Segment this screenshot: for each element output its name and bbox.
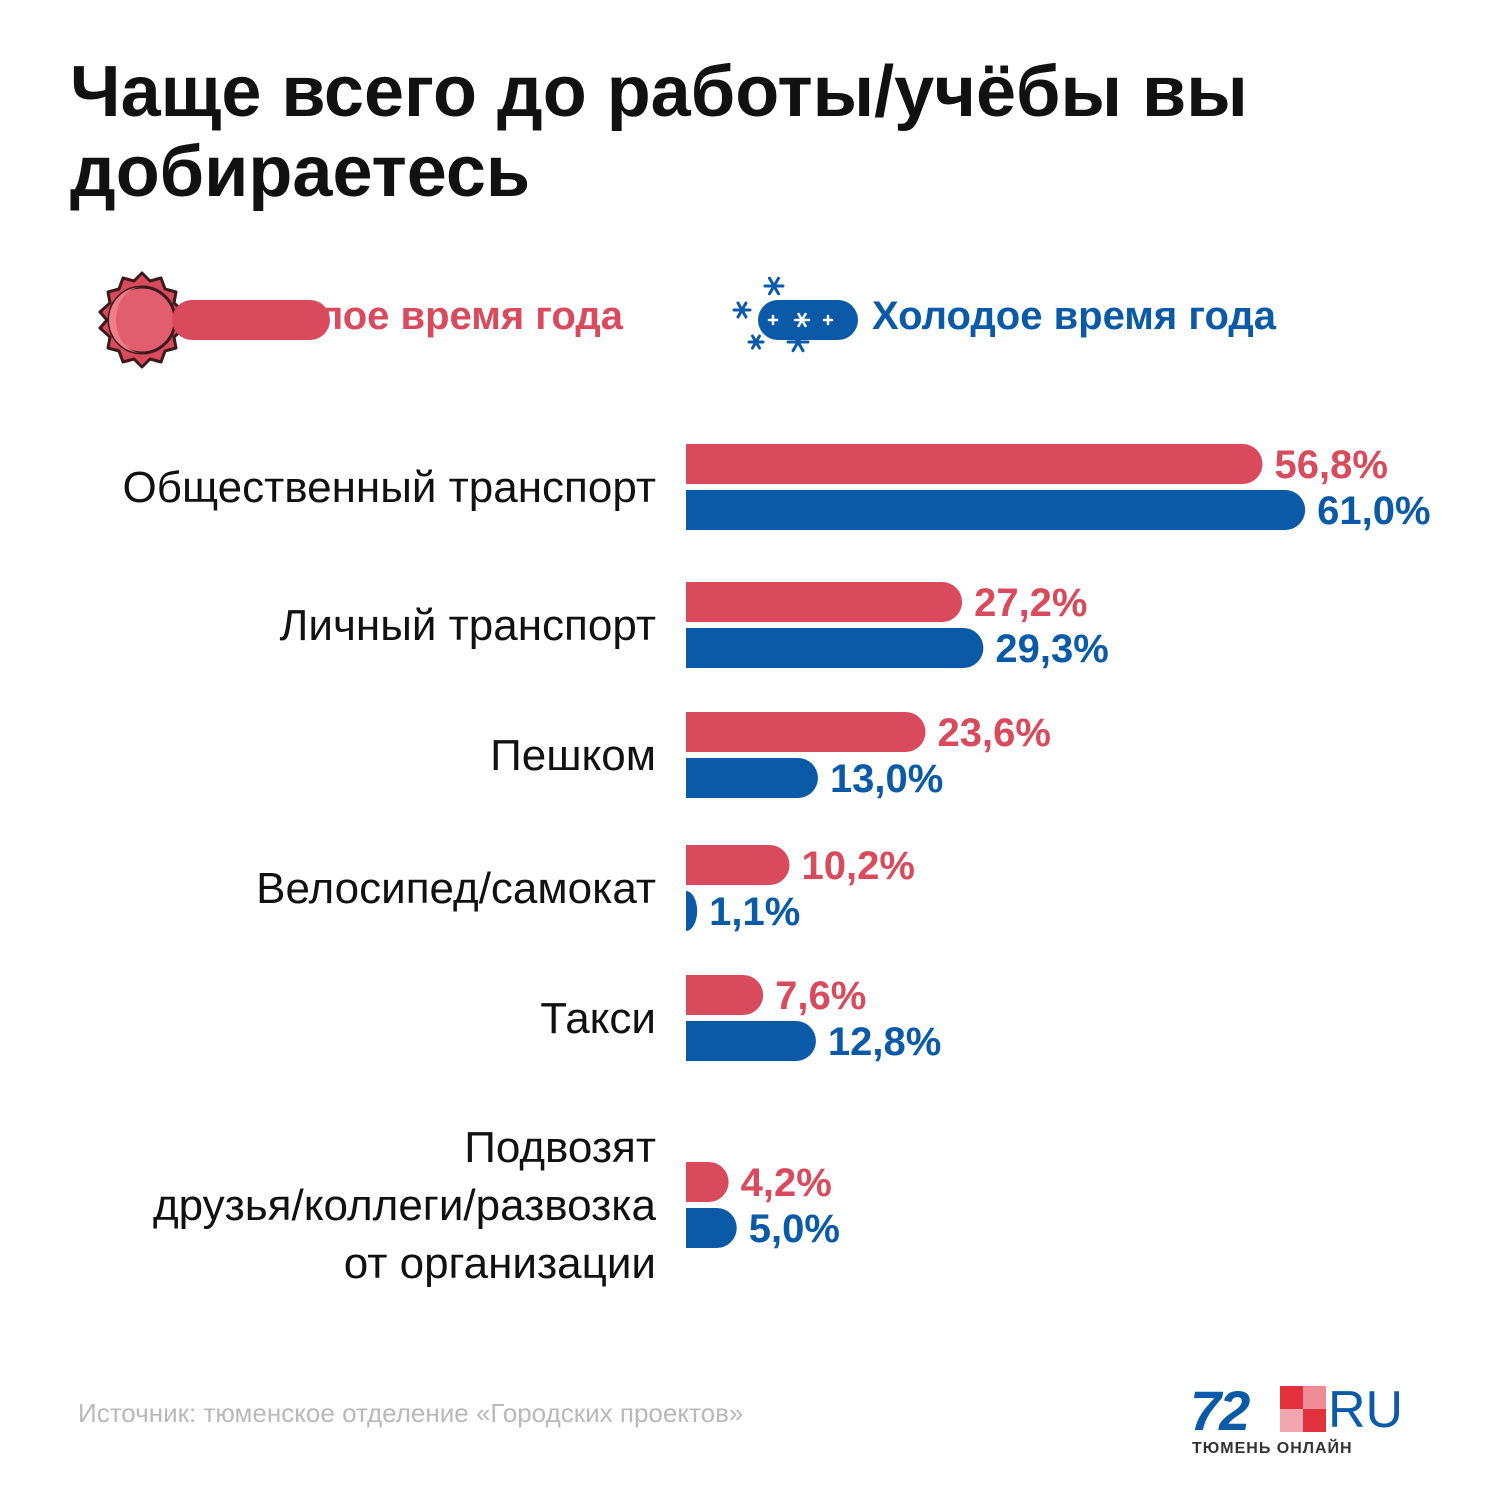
legend-cold-label: Холодое время года — [872, 294, 1277, 338]
value-label-cold: 13,0% — [830, 757, 943, 801]
value-label-cold: 12,8% — [828, 1020, 941, 1064]
logo-tagline: ТЮМЕНЬ ОНЛАЙН — [1192, 1440, 1353, 1457]
bar-warm — [686, 444, 1263, 484]
sun-icon — [98, 271, 186, 369]
category-label: Пешком — [490, 731, 656, 780]
value-label-cold: 5,0% — [749, 1207, 840, 1251]
value-label-warm: 27,2% — [974, 581, 1087, 625]
bar-cold — [686, 758, 818, 798]
chart-title: Чаще всего до работы/учёбы вы добираетес… — [70, 52, 1248, 212]
category-label: Велосипед/самокат — [256, 864, 656, 913]
value-label-warm: 4,2% — [741, 1161, 832, 1205]
bar-warm — [686, 712, 926, 752]
category-label: друзья/коллеги/развозка — [153, 1181, 657, 1230]
bar-cold — [686, 628, 984, 668]
value-label-warm: 56,8% — [1275, 443, 1388, 487]
value-label-cold: 61,0% — [1317, 489, 1430, 533]
bar-warm — [686, 1162, 729, 1202]
source-note: Источник: тюменское отделение «Городских… — [78, 1398, 744, 1428]
bar-warm — [686, 582, 963, 622]
legend-cold: Холодое время года — [728, 270, 1368, 370]
logo-suffix: RU — [1328, 1381, 1404, 1439]
bar-cold — [686, 891, 698, 931]
value-label-warm: 7,6% — [775, 974, 866, 1018]
category-label: Подвозят — [464, 1123, 656, 1172]
category-label: Общественный транспорт — [123, 463, 656, 512]
category-label: Такси — [540, 994, 656, 1043]
bar-warm — [686, 845, 790, 885]
bar-cold — [686, 1208, 737, 1248]
value-label-warm: 10,2% — [802, 844, 915, 888]
value-label-warm: 23,6% — [938, 711, 1051, 755]
snowflake-icon — [732, 276, 834, 353]
bar-cold — [686, 490, 1306, 530]
value-label-cold: 1,1% — [709, 890, 800, 934]
category-label: Личный транспорт — [280, 601, 656, 650]
value-label-cold: 29,3% — [995, 627, 1108, 671]
bar-cold — [686, 1021, 816, 1061]
legend-warm-swatch — [172, 300, 330, 340]
logo: 72 RU ТЮМЕНЬ ОНЛАЙН — [1190, 1378, 1430, 1468]
logo-number: 72 — [1190, 1379, 1250, 1442]
legend-warm: Тёплое время года — [92, 270, 692, 370]
logo-squares-icon — [1280, 1386, 1326, 1432]
category-label: от организации — [344, 1239, 656, 1288]
bar-warm — [686, 975, 764, 1015]
legend-warm-label: Тёплое время года — [247, 294, 623, 338]
